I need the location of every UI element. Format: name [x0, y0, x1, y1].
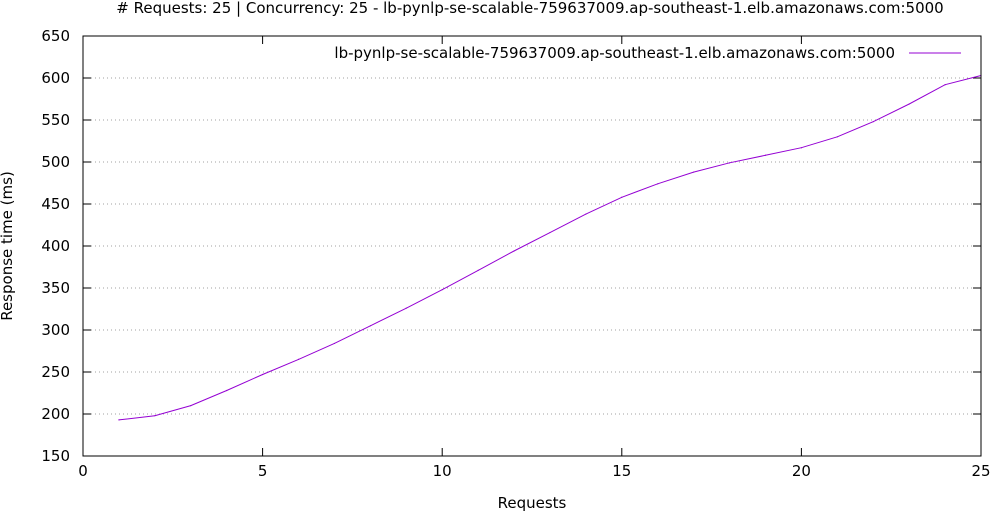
- data-point: [908, 103, 910, 105]
- y-tick-label: 200: [41, 405, 70, 423]
- data-point: [154, 415, 156, 417]
- y-tick-label: 250: [41, 363, 70, 381]
- data-point: [944, 84, 946, 86]
- y-tick-label: 400: [41, 237, 70, 255]
- data-point: [693, 171, 695, 173]
- y-axis-title: Response time (ms): [0, 171, 16, 321]
- y-tick-label: 350: [41, 279, 70, 297]
- tick-labels: 150 200 250 300 350 400 450 500 550 600 650 0 5 10 15 2…: [41, 27, 990, 480]
- data-point: [836, 136, 838, 138]
- y-tick-label: 650: [41, 27, 70, 45]
- data-point: [405, 307, 407, 309]
- grid: [83, 77, 981, 415]
- chart-title: # Requests: 25 | Concurrency: 25 - lb-py…: [116, 0, 943, 17]
- x-tick-label: 10: [433, 462, 452, 480]
- data-point: [369, 325, 371, 327]
- y-tick-label: 500: [41, 153, 70, 171]
- data-point: [190, 405, 192, 407]
- data-point: [800, 147, 803, 149]
- data-point: [262, 373, 264, 376]
- y-tick-label: 150: [41, 447, 70, 465]
- legend-label: lb-pynlp-se-scalable-759637009.ap-southe…: [334, 44, 895, 62]
- data-point: [585, 213, 587, 215]
- data-point: [764, 154, 767, 156]
- y-tick-label: 300: [41, 321, 70, 339]
- series-line: [118, 75, 982, 421]
- data-point: [226, 389, 228, 392]
- legend: lb-pynlp-se-scalable-759637009.ap-southe…: [334, 44, 961, 62]
- data-point: [333, 342, 336, 345]
- x-tick-label: 20: [792, 462, 811, 480]
- x-tick-label: 15: [612, 462, 631, 480]
- y-tick-label: 600: [41, 69, 70, 87]
- data-point: [549, 231, 551, 234]
- series-lines: [118, 74, 982, 421]
- plot-frame: [82, 35, 982, 457]
- y-tick-label: 450: [41, 195, 70, 213]
- data-point: [728, 162, 731, 164]
- x-tick-label: 25: [971, 462, 990, 480]
- data-point: [297, 358, 300, 360]
- data-point: [513, 250, 515, 252]
- data-point: [441, 289, 443, 291]
- data-point: [621, 196, 623, 198]
- y-tick-label: 550: [41, 111, 70, 129]
- data-point: [477, 269, 479, 271]
- x-tick-label: 5: [258, 462, 268, 480]
- data-point: [657, 183, 659, 185]
- data-point: [872, 121, 874, 123]
- data-point: [118, 419, 120, 421]
- x-tick-label: 0: [78, 462, 88, 480]
- x-axis-title: Requests: [498, 494, 567, 511]
